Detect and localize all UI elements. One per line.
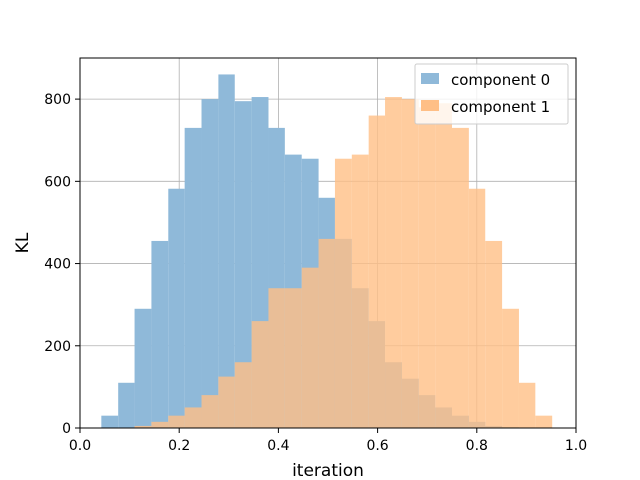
x-tick-label: 0.0 — [69, 438, 91, 454]
x-tick-label: 0.2 — [168, 438, 190, 454]
legend-label-component-1: component 1 — [451, 98, 550, 116]
bar-component-1 — [134, 425, 152, 428]
series-component-1 — [134, 97, 553, 429]
y-tick-label: 600 — [44, 174, 71, 190]
bar-component-1 — [251, 321, 269, 428]
legend-label-component-0: component 0 — [451, 71, 550, 89]
bar-component-1 — [151, 421, 169, 428]
bar-component-0 — [168, 188, 185, 428]
bar-component-0 — [118, 382, 135, 428]
bar-component-0 — [101, 415, 119, 428]
bar-component-1 — [468, 188, 486, 428]
bar-component-1 — [418, 107, 436, 428]
bar-component-1 — [201, 395, 219, 428]
bar-component-1 — [301, 267, 319, 428]
x-tick-label: 1.0 — [565, 438, 587, 454]
plot-frame — [79, 57, 577, 429]
bar-component-1 — [401, 99, 419, 428]
bar-component-1 — [234, 362, 252, 428]
legend: component 0 component 1 — [414, 63, 569, 125]
x-tick-label: 0.8 — [466, 438, 488, 454]
bar-component-1 — [368, 115, 386, 429]
bar-component-1 — [284, 288, 302, 428]
bar-component-1 — [518, 382, 536, 428]
y-axis-ticks: 0 200 400 600 800 — [44, 92, 80, 437]
bar-component-0 — [201, 99, 219, 428]
bar-component-1 — [268, 288, 285, 428]
bar-component-1 — [452, 127, 469, 428]
legend-swatch-component-0 — [421, 73, 439, 84]
bar-component-0 — [134, 308, 152, 428]
bar-component-1 — [218, 376, 235, 428]
bar-component-1 — [334, 158, 352, 428]
y-axis-label: KL — [13, 232, 33, 253]
y-tick-label: 400 — [44, 257, 71, 273]
bar-component-1 — [385, 97, 402, 429]
bar-component-1 — [502, 308, 519, 428]
y-tick-label: 200 — [44, 339, 71, 355]
x-tick-label: 0.6 — [366, 438, 388, 454]
bar-component-0 — [184, 127, 202, 428]
legend-swatch-component-1 — [421, 100, 439, 111]
bar-component-1 — [184, 407, 202, 428]
x-axis-label: iteration — [292, 461, 364, 480]
y-tick-label: 800 — [44, 92, 71, 108]
bar-component-1 — [318, 238, 335, 428]
x-tick-label: 0.4 — [267, 438, 289, 454]
bar-component-1 — [168, 415, 185, 428]
bar-component-0 — [234, 101, 252, 429]
bar-component-1 — [535, 415, 553, 428]
bar-component-0 — [151, 240, 169, 428]
bar-component-1 — [435, 103, 452, 428]
x-axis-ticks: 0.0 0.2 0.4 0.6 0.8 1.0 — [69, 428, 587, 454]
bar-component-0 — [218, 74, 235, 428]
bar-component-1 — [351, 154, 369, 428]
bar-component-1 — [485, 240, 503, 428]
legend-box — [414, 63, 569, 125]
y-tick-label: 0 — [62, 421, 71, 437]
